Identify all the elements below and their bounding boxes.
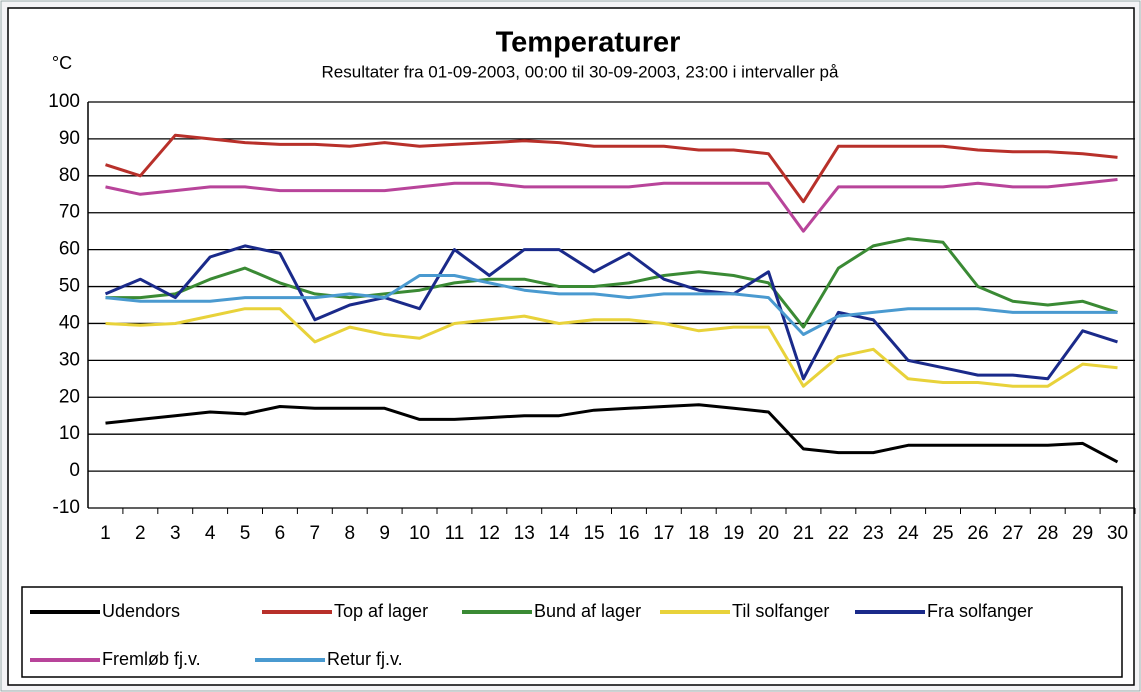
x-tick-label: 5: [240, 523, 251, 544]
x-tick-label: 21: [793, 523, 814, 544]
x-tick-label: 14: [549, 523, 571, 544]
x-tick-label: 16: [618, 523, 639, 544]
series-line: [105, 178, 1118, 233]
x-tick-label: 24: [898, 523, 920, 544]
y-tick-label: 80: [59, 165, 80, 186]
x-tick-label: 7: [310, 523, 321, 544]
y-tick-label: 0: [69, 460, 80, 481]
x-tick-label: 18: [688, 523, 709, 544]
legend-text: Udendors: [102, 601, 180, 621]
x-tick-label: 28: [1037, 523, 1058, 544]
legend-text: Top af lager: [334, 601, 428, 621]
x-tick-label: 8: [344, 523, 355, 544]
x-tick-label: 12: [479, 523, 500, 544]
y-tick-label: 20: [59, 386, 80, 407]
legend-text: Retur fj.v.: [327, 649, 403, 669]
x-tick-label: 23: [863, 523, 884, 544]
chart-frame: [7, 7, 1135, 686]
series-line: [105, 403, 1119, 464]
legend-text: Til solfanger: [732, 601, 829, 621]
y-tick-label: 40: [59, 312, 80, 333]
series-line: [105, 274, 1118, 336]
x-tick-label: 30: [1107, 523, 1128, 544]
x-tick-label: 2: [135, 523, 146, 544]
x-tick-label: 20: [758, 523, 779, 544]
y-tick-label: 90: [59, 128, 80, 149]
x-tick-label: 6: [275, 523, 286, 544]
x-tick-label: 26: [967, 523, 988, 544]
x-tick-label: 9: [379, 523, 390, 544]
y-tick-label: 70: [59, 202, 80, 223]
series-line: [105, 307, 1118, 388]
x-tick-label: 22: [828, 523, 849, 544]
y-tick-label: 10: [59, 423, 80, 444]
y-tick-label: 100: [48, 91, 80, 112]
chart-subtitle: Resultater fra 01-09-2003, 00:00 til 30-…: [322, 62, 839, 81]
x-tick-label: 29: [1072, 523, 1093, 544]
x-tick-label: 27: [1002, 523, 1023, 544]
y-axis-label: °C: [52, 53, 72, 73]
x-tick-label: 19: [723, 523, 744, 544]
y-tick-label: 30: [59, 349, 80, 370]
legend-text: Fra solfanger: [927, 601, 1033, 621]
y-tick-label: 50: [59, 276, 80, 297]
series-line: [105, 133, 1118, 204]
y-tick-label: 60: [59, 239, 80, 260]
y-tick-label: -10: [53, 497, 80, 518]
x-tick-label: 15: [583, 523, 604, 544]
x-tick-label: 3: [170, 523, 181, 544]
x-tick-label: 25: [932, 523, 953, 544]
x-tick-label: 4: [205, 523, 216, 544]
legend-box: [21, 586, 1123, 678]
x-tick-label: 10: [409, 523, 430, 544]
series-line: [105, 237, 1118, 329]
x-tick-label: 1: [100, 523, 111, 544]
legend-text: Fremløb fj.v.: [102, 649, 201, 669]
x-tick-label: 17: [653, 523, 674, 544]
x-tick-label: 11: [445, 523, 465, 544]
legend-text: Bund af lager: [534, 601, 641, 621]
x-tick-label: 13: [514, 523, 535, 544]
chart-title: Temperaturer: [496, 27, 681, 59]
series-line: [104, 244, 1118, 381]
